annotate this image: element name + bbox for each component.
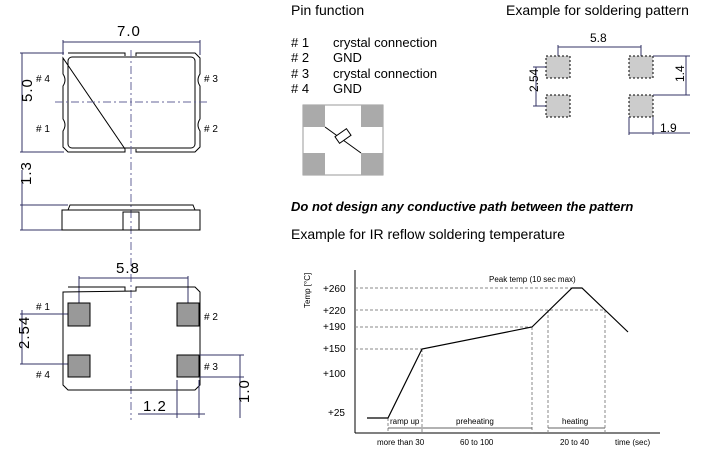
x-axis-label: time (sec) — [615, 438, 650, 447]
bottom-pin-4: # 4 — [36, 370, 50, 381]
pin-row-3-number: # 3 — [291, 66, 310, 81]
top-view — [20, 40, 210, 420]
soldering-pattern-title: Example for soldering pattern — [506, 2, 689, 18]
side-view — [20, 170, 201, 231]
reflow-chart — [354, 270, 660, 434]
top-pin-3: # 3 — [204, 74, 218, 85]
pad-4 — [67, 354, 91, 378]
height-label: 5.0 — [19, 78, 36, 102]
pad-2 — [176, 302, 200, 327]
pad-width-label: 1.2 — [143, 398, 167, 415]
reflow-title: Example for IR reflow soldering temperat… — [291, 226, 565, 242]
bottom-view — [20, 276, 244, 418]
phase-ramp-up: ramp up — [390, 417, 420, 426]
pad-3 — [176, 354, 200, 378]
peak-label: Peak temp (10 sec max) — [489, 275, 576, 284]
tick-260: +260 — [323, 284, 346, 295]
tick-220: +220 — [323, 306, 346, 317]
warning-text: Do not design any conductive path betwee… — [291, 199, 634, 214]
pin-row-4-number: # 4 — [291, 81, 310, 96]
pattern-pad-w-label: 1.9 — [660, 121, 677, 135]
pin-function-title: Pin function — [291, 2, 365, 18]
thickness-label: 1.3 — [18, 161, 35, 185]
top-pin-4: # 4 — [36, 74, 50, 85]
temperature-profile-line — [367, 287, 629, 419]
soldering-pattern — [533, 45, 690, 135]
pin-row-3-function: crystal connection — [333, 66, 438, 81]
pad-1 — [67, 302, 91, 327]
tick-150: +150 — [323, 344, 346, 355]
pin-row-2-function: GND — [333, 50, 362, 65]
duration-preheating: 60 to 100 — [460, 438, 494, 447]
tick-25: +25 — [328, 408, 345, 419]
bottom-pin-3: # 3 — [204, 362, 218, 373]
pin-row-1-number: # 1 — [291, 35, 310, 50]
phase-heating: heating — [562, 417, 588, 426]
pin-row-4-function: GND — [333, 81, 362, 96]
crystal-symbol — [334, 128, 352, 144]
pattern-pitch-x-label: 5.8 — [590, 31, 607, 45]
duration-ramp-up: more than 30 — [377, 438, 425, 447]
pin-row-1-function: crystal connection — [333, 35, 438, 50]
bottom-pads — [67, 302, 200, 378]
top-pin-2: # 2 — [204, 124, 218, 135]
tick-100: +100 — [323, 369, 346, 380]
width-label: 7.0 — [117, 23, 141, 40]
pattern-pitch-y-label: 2.54 — [527, 68, 541, 92]
tick-190: +190 — [323, 322, 346, 333]
duration-heating: 20 to 40 — [560, 438, 589, 447]
pattern-pad-h-label: 1.4 — [673, 65, 687, 82]
bottom-pin-1: # 1 — [36, 302, 50, 313]
pad-pitch-x-label: 5.8 — [116, 260, 140, 277]
pin-row-2-number: # 2 — [291, 50, 310, 65]
pad-height-label: 1.0 — [236, 379, 253, 403]
phase-preheating: preheating — [456, 417, 494, 426]
pad-pitch-y-label: 2.54 — [16, 316, 33, 349]
pin-connection-sketch — [302, 104, 384, 176]
bottom-pin-2: # 2 — [204, 312, 218, 323]
top-pin-1: # 1 — [36, 124, 50, 135]
y-axis-label: Temp [°C] — [303, 273, 312, 308]
